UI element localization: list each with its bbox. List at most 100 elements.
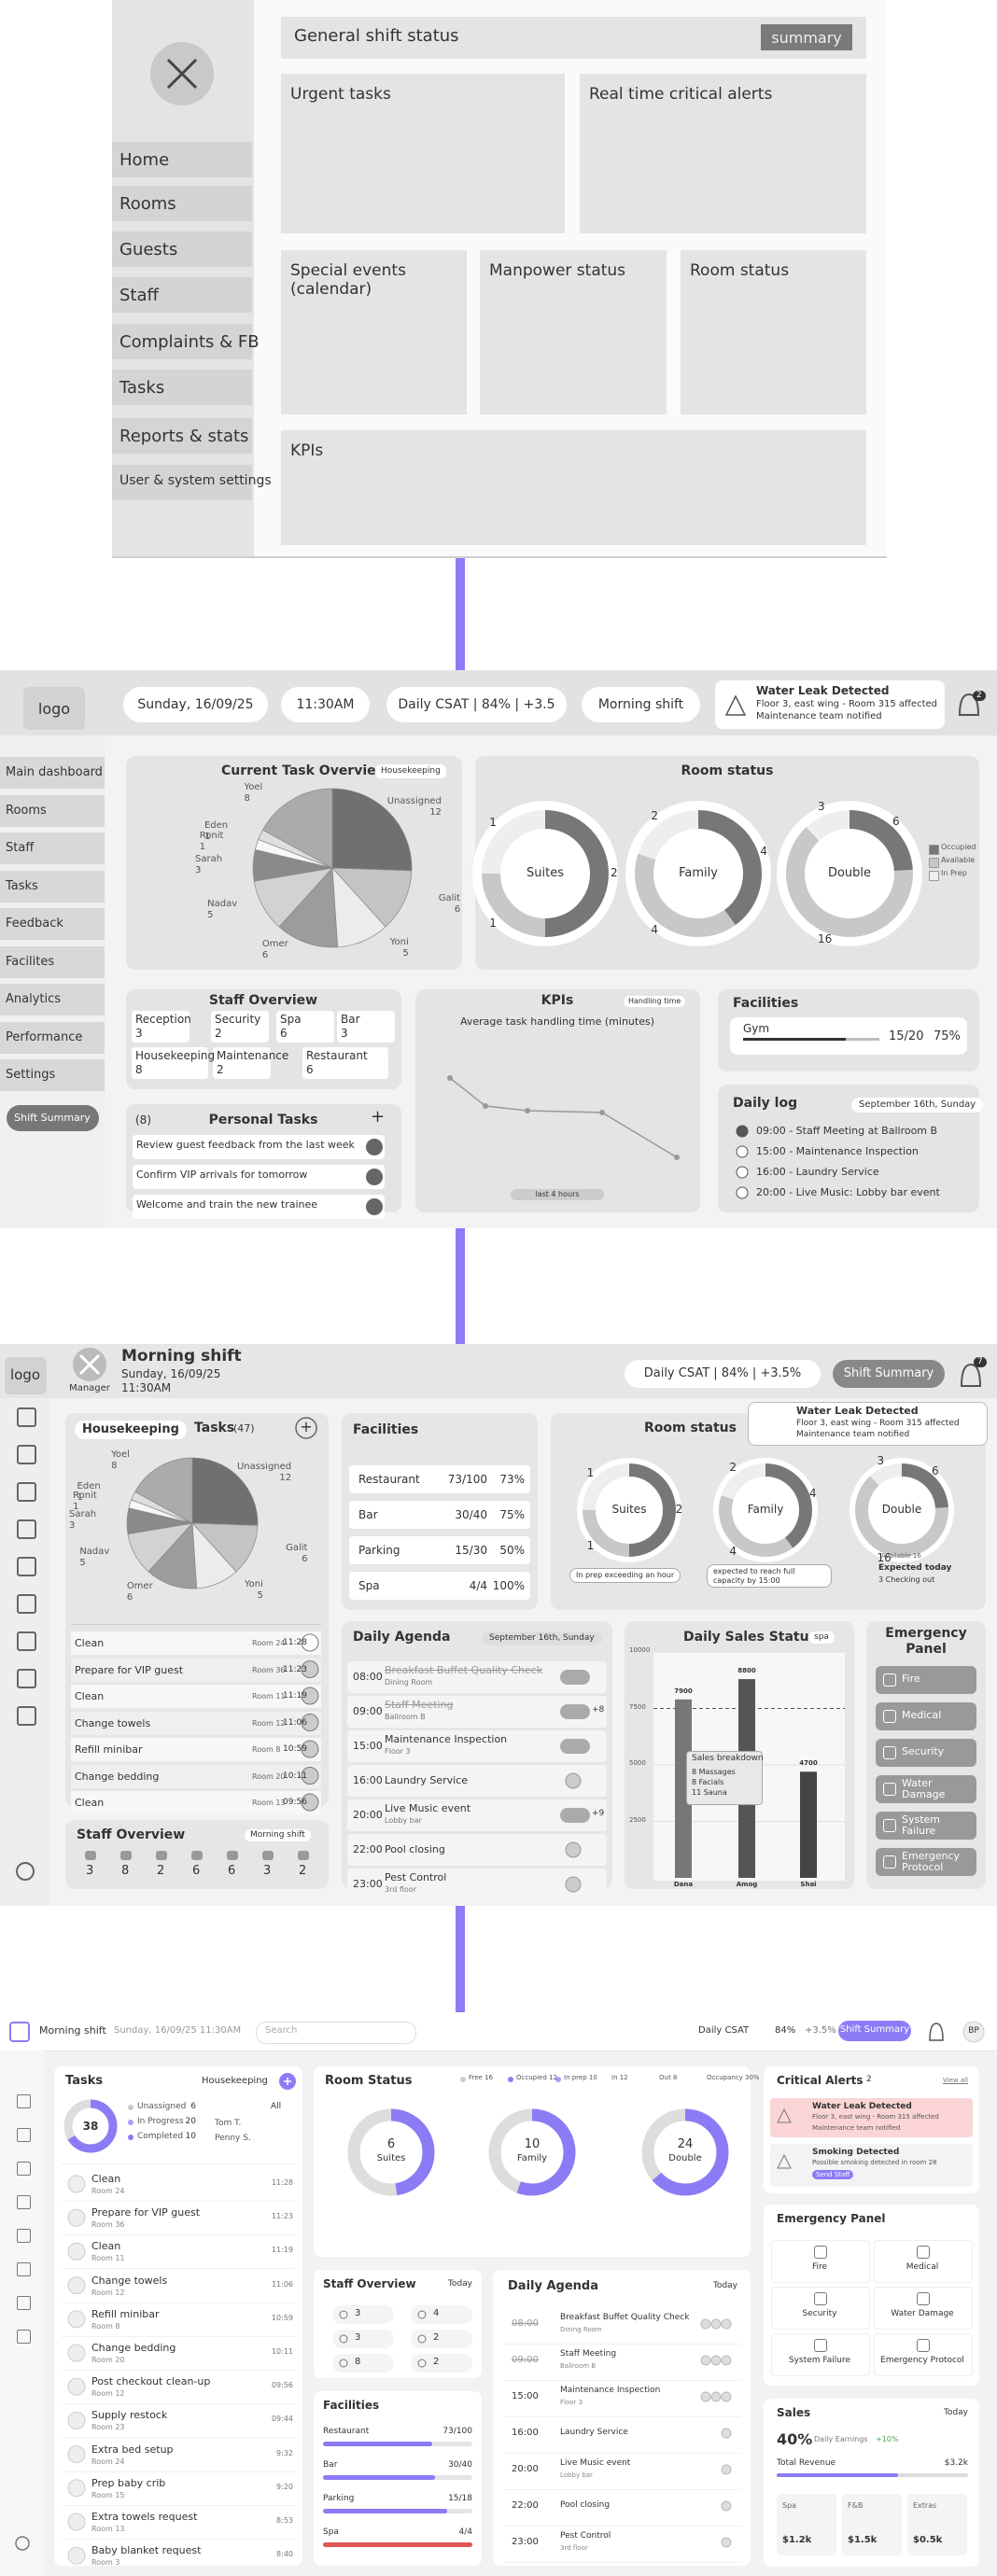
- segment-label: 4: [651, 923, 658, 937]
- label: Extras: [913, 2501, 937, 2510]
- label: 8 Facials: [692, 1778, 724, 1786]
- nav-icon[interactable]: [17, 2162, 31, 2176]
- emergency-button[interactable]: [876, 1739, 976, 1767]
- nav-icon[interactable]: [17, 1445, 36, 1464]
- menu-item[interactable]: [0, 945, 105, 978]
- pie-label: Unassigned: [386, 796, 442, 807]
- emergency-button[interactable]: [771, 2240, 870, 2283]
- emergency-button[interactable]: [771, 2333, 870, 2376]
- menu-item[interactable]: [0, 794, 105, 827]
- nav-icon[interactable]: [17, 2128, 31, 2142]
- menu-item[interactable]: [0, 984, 105, 1015]
- nav-icon[interactable]: [17, 1557, 36, 1576]
- facility-row: [349, 1572, 530, 1600]
- nav-icon[interactable]: [17, 2094, 31, 2108]
- label: Current Task Overview: [221, 763, 388, 778]
- nav-icon[interactable]: [17, 2229, 31, 2243]
- label: Security: [802, 2309, 837, 2318]
- pie-label: 1: [73, 1501, 79, 1512]
- row-divider: [504, 2416, 741, 2417]
- label: Available 16: [881, 1552, 921, 1560]
- agenda-row: [347, 1765, 607, 1797]
- label: Refill minibar: [75, 1743, 143, 1756]
- nav-icon[interactable]: [17, 1594, 36, 1614]
- label: Spa: [323, 2527, 339, 2537]
- menu-item[interactable]: [112, 465, 252, 500]
- staff-icon: [156, 1851, 167, 1860]
- menu-item[interactable]: [0, 757, 105, 789]
- label: Lobby bar: [560, 2471, 593, 2479]
- label: Real time critical alerts: [589, 85, 773, 104]
- label: Parking: [358, 1544, 400, 1557]
- menu-item[interactable]: [0, 908, 105, 940]
- menu-item[interactable]: [112, 186, 252, 221]
- emergency-button[interactable]: [874, 2287, 973, 2330]
- legend-label: Occupied: [941, 843, 976, 851]
- label: Staff Overview: [77, 1827, 186, 1842]
- x-tick-label: Shai: [800, 1881, 817, 1888]
- emergency-button[interactable]: [771, 2287, 870, 2330]
- shift-summary[interactable]: [838, 2021, 911, 2041]
- label: Housekeeping: [75, 1421, 187, 1439]
- menu-item[interactable]: [112, 231, 252, 267]
- menu-item[interactable]: [112, 277, 252, 313]
- label: +: [300, 1418, 313, 1435]
- label: 10:11: [271, 2347, 293, 2356]
- emergency-button[interactable]: [876, 1702, 976, 1730]
- nav-icon[interactable]: [17, 1519, 36, 1539]
- menu-item[interactable]: [112, 418, 252, 454]
- label: Water Leak Detected: [756, 684, 890, 697]
- emergency-button[interactable]: [874, 2333, 973, 2376]
- label: Suites: [376, 2153, 406, 2163]
- label: F&B: [848, 2501, 864, 2510]
- nav-icon[interactable]: [17, 2195, 31, 2209]
- search[interactable]: [256, 2022, 416, 2044]
- label: Dining Room: [560, 2326, 602, 2333]
- legend-swatch: [929, 871, 939, 881]
- segment-label: 3: [877, 1454, 885, 1468]
- task-row: [133, 1165, 385, 1189]
- label: Bar: [341, 1013, 360, 1026]
- nav-icon[interactable]: [17, 1482, 36, 1502]
- nav-icon[interactable]: [17, 1669, 36, 1688]
- emergency-button[interactable]: [876, 1848, 976, 1876]
- label: 3: [263, 1864, 272, 1878]
- pie-label: 5: [402, 947, 409, 959]
- nav-icon[interactable]: [17, 1631, 36, 1651]
- label: Room 24: [91, 2457, 125, 2466]
- task-row: [133, 1135, 385, 1159]
- nav-icon[interactable]: [17, 1407, 36, 1427]
- label: Completed: [137, 2132, 184, 2141]
- emergency-button[interactable]: [874, 2240, 973, 2283]
- summary-button[interactable]: [761, 24, 852, 50]
- segment-label: 4: [729, 1544, 737, 1558]
- label: 08:00: [512, 2318, 539, 2329]
- label: 8:40: [276, 2550, 293, 2559]
- label: 73%: [499, 1473, 525, 1486]
- nav-icon[interactable]: [17, 2330, 31, 2344]
- menu-item[interactable]: [0, 870, 105, 903]
- label: 09:56: [283, 1798, 307, 1807]
- frame-bottom: [112, 556, 887, 558]
- menu-item[interactable]: [112, 370, 252, 405]
- emergency-button[interactable]: [876, 1775, 976, 1803]
- emergency-button[interactable]: [876, 1666, 976, 1694]
- label: Sunday, 16/09/25: [121, 1367, 221, 1380]
- menu-item[interactable]: [0, 1059, 105, 1091]
- label: System Failure: [788, 2356, 851, 2365]
- nav-icon[interactable]: [17, 2296, 31, 2310]
- menu-item[interactable]: [112, 142, 252, 177]
- label: Shift Summary: [14, 1112, 91, 1124]
- pie-label: 8: [111, 1460, 118, 1471]
- nav-icon[interactable]: [17, 1706, 36, 1726]
- menu-item[interactable]: [112, 324, 252, 359]
- emergency-button[interactable]: [876, 1812, 976, 1840]
- label: Double: [881, 1503, 922, 1516]
- shift-summary[interactable]: [833, 1360, 945, 1388]
- menu-item[interactable]: [0, 833, 105, 864]
- nav-icon[interactable]: [17, 2262, 31, 2276]
- shift-summary[interactable]: [7, 1105, 99, 1131]
- label: 20:00: [353, 1809, 383, 1821]
- row-divider: [504, 2344, 741, 2345]
- menu-item[interactable]: [0, 1021, 105, 1054]
